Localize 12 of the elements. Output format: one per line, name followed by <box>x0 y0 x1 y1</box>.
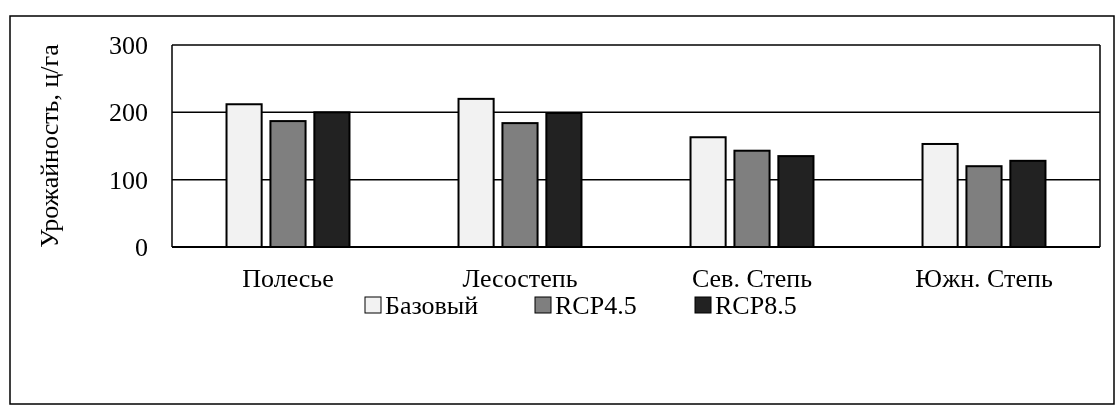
x-tick-label: Сев. Степь <box>691 264 813 293</box>
x-tick-label: Полесье <box>242 264 334 293</box>
legend-label: RCP8.5 <box>715 291 797 321</box>
y-tick-label: 100 <box>109 165 148 195</box>
y-tick-label: 200 <box>109 98 148 128</box>
y-axis-title: Урожайность, ц/га <box>35 43 64 248</box>
y-tick-label: 0 <box>135 233 148 263</box>
legend-label: Базовый <box>385 291 479 321</box>
x-tick-label: Лесостепь <box>462 264 578 293</box>
y-tick-label: 300 <box>109 31 148 61</box>
legend-label: RCP4.5 <box>555 291 637 321</box>
x-tick-label: Южн. Степь <box>915 264 1053 293</box>
